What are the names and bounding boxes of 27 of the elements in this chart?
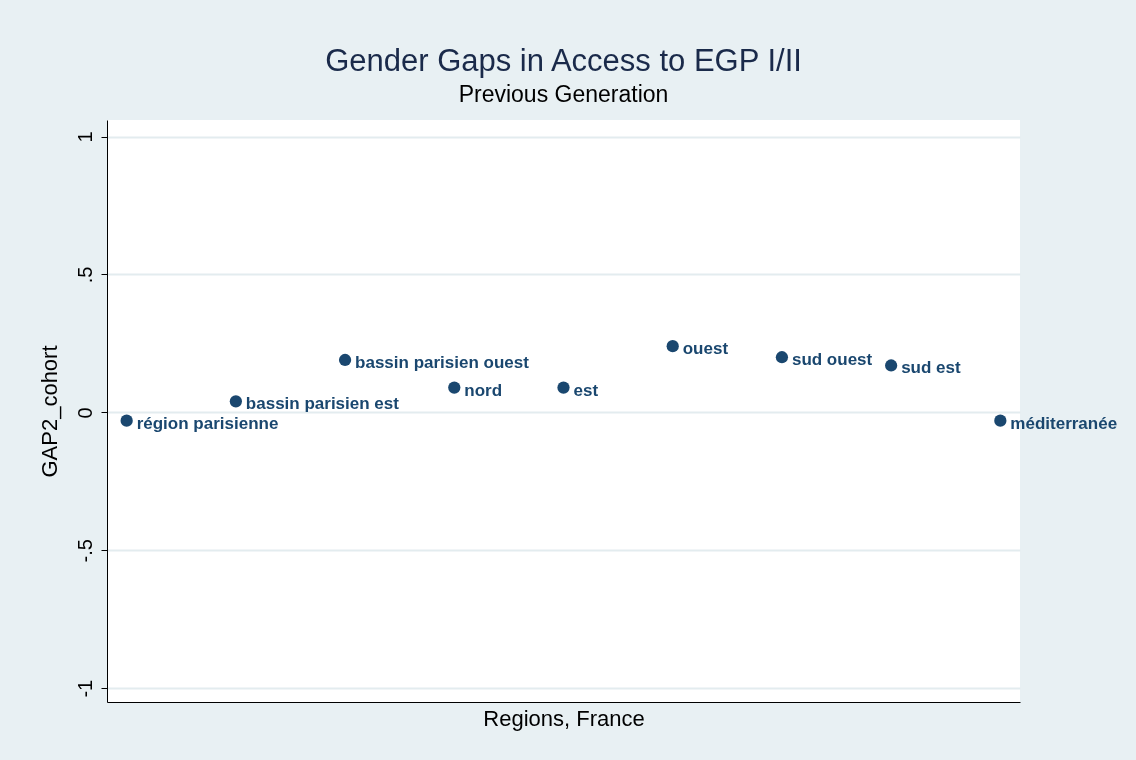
- chart-title: Gender Gaps in Access to EGP I/II: [325, 43, 802, 78]
- x-axis-title: Regions, France: [483, 705, 645, 731]
- chart-subtitle: Previous Generation: [458, 81, 669, 107]
- point: [885, 359, 898, 372]
- point: [120, 414, 133, 427]
- point: [557, 381, 570, 394]
- series-label: méditerranée: [1010, 413, 1118, 433]
- y-tick-label: .5: [73, 266, 96, 284]
- point: [229, 395, 242, 408]
- y-tick-label: 1: [73, 131, 96, 143]
- y-tick-label: -1: [73, 679, 96, 698]
- series-label: bassin parisien est: [245, 394, 400, 414]
- series-label: région parisienne: [136, 413, 279, 433]
- point: [666, 340, 679, 353]
- series-label: sud ouest: [791, 350, 873, 370]
- series-label: bassin parisien ouest: [355, 352, 530, 372]
- y-tick-label: 0: [73, 407, 96, 419]
- point: [338, 353, 352, 367]
- point: [448, 381, 461, 394]
- series-label: nord: [464, 380, 503, 400]
- y-axis-title: GAP2_cohort: [36, 345, 62, 478]
- series-label: est: [573, 380, 599, 400]
- point: [775, 351, 789, 364]
- series-label: sud est: [901, 358, 961, 378]
- series-label: ouest: [682, 339, 729, 359]
- point: [994, 414, 1007, 427]
- y-tick-label: -.5: [73, 539, 96, 563]
